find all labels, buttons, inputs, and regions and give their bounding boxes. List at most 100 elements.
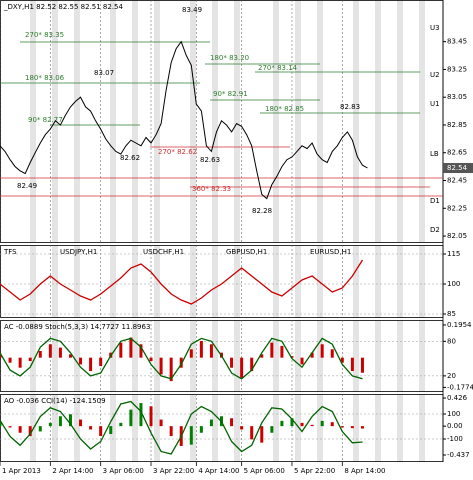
histogram-bar [340, 426, 344, 428]
histogram-bar [58, 347, 62, 358]
histogram-bar [18, 426, 22, 433]
histogram-bar [230, 357, 234, 368]
session-stripe [74, 245, 80, 318]
session-stripe [375, 0, 381, 243]
annotation: 83.49 [182, 6, 202, 14]
histogram-bar [68, 354, 72, 358]
histogram-bar [189, 349, 193, 358]
y-tick-label: 82.85 [447, 121, 467, 129]
panel-subtitle: USDCHF,H1 [143, 248, 184, 256]
panel-title: AO -0.036 CCI(14) -124.1509 [4, 397, 106, 405]
y-tick-label: 115 [447, 250, 460, 258]
y-tick-label: 83.05 [447, 93, 467, 101]
annotation: 180* 83.06 [25, 74, 65, 82]
session-stripe [317, 394, 323, 462]
last-price-box [443, 163, 473, 174]
session-stripe [375, 320, 381, 392]
session-stripe [52, 320, 58, 392]
y-tick-label: 82.45 [447, 177, 467, 185]
session-stripe [353, 320, 359, 392]
annotation: 270* 83.35 [25, 31, 64, 39]
session-stripe [353, 245, 359, 318]
x-tick-label: 3 Apr 22:00 [153, 467, 194, 475]
session-stripe [132, 245, 138, 318]
histogram-bar [28, 426, 32, 437]
session-stripe [234, 245, 240, 318]
histogram-bar [250, 357, 254, 372]
session-stripe [110, 394, 116, 462]
indicator-line [0, 337, 363, 380]
session-stripe [212, 320, 218, 392]
session-stripe [353, 394, 359, 462]
x-tick-label: 3 Apr 06:00 [103, 467, 144, 475]
session-stripe [234, 0, 240, 243]
panel-subtitle: GBPUSD,H1 [226, 248, 267, 256]
panel-title: _DXY,H1 82.52 82.55 82.51 82.54 [3, 3, 124, 11]
session-stripe [375, 394, 381, 462]
session-stripe [30, 245, 36, 318]
session-stripe [132, 394, 138, 462]
session-stripe [212, 0, 218, 243]
histogram-bar [310, 424, 314, 427]
y2-tick-label: -0.437 [447, 451, 470, 459]
annotation: 180* 83.20 [210, 54, 249, 62]
histogram-bar [68, 414, 72, 427]
session-stripe [74, 0, 80, 243]
x-tick-label: 8 Apr 14:00 [344, 467, 385, 475]
histogram-bar [270, 342, 274, 358]
histogram-bar [119, 342, 123, 358]
session-stripe [273, 394, 279, 462]
histogram-bar [129, 337, 133, 358]
histogram-bar [240, 357, 244, 378]
indicator-line [0, 259, 364, 305]
band-label: D1 [430, 197, 440, 205]
histogram-bar [330, 422, 334, 427]
y2-tick-label: 0.426 [447, 394, 468, 402]
histogram-bar [99, 426, 103, 437]
x-tick-label: 5 Apr 06:00 [244, 467, 285, 475]
histogram-bar [350, 357, 354, 372]
histogram-bar [250, 426, 254, 440]
panel-title: TFS [3, 248, 17, 256]
histogram-bar [179, 357, 183, 368]
histogram-bar [280, 420, 284, 427]
annotation: 360* 82.33 [192, 185, 231, 193]
band-label: U3 [430, 24, 440, 32]
histogram-bar [28, 357, 32, 362]
session-stripe [30, 0, 36, 243]
session-stripe [110, 320, 116, 392]
panel-subtitle: USDJPY,H1 [60, 248, 97, 256]
annotation: 82.49 [17, 182, 37, 190]
session-stripe [212, 394, 218, 462]
histogram-bar [119, 422, 123, 427]
panel-title: AC -0.0889 Stoch(5,3,3) 14.7727 11.8963 [4, 323, 150, 331]
annotation: 180* 82.85 [265, 105, 304, 113]
histogram-bar [360, 357, 364, 373]
histogram-bar [18, 357, 22, 368]
histogram-bar [270, 426, 274, 433]
session-stripe [295, 245, 301, 318]
histogram-bar [0, 354, 2, 358]
session-stripe [397, 245, 403, 318]
histogram-bar [89, 426, 93, 430]
x-tick-label: 1 Apr 2013 [2, 467, 41, 475]
session-stripe [317, 0, 323, 243]
y-tick-label: 20 [447, 372, 456, 380]
histogram-bar [58, 416, 62, 427]
band-label: LB [430, 150, 439, 158]
histogram-bar [320, 344, 324, 358]
session-stripe [110, 0, 116, 243]
histogram-bar [199, 340, 203, 358]
annotation: 270* 83.14 [258, 64, 298, 72]
histogram-bar [310, 352, 314, 358]
histogram-bar [260, 426, 264, 443]
y-tick-label: 85 [447, 310, 456, 318]
histogram-bar [230, 418, 234, 427]
session-stripe [212, 245, 218, 318]
histogram-bar [209, 344, 213, 358]
session-stripe [154, 245, 160, 318]
session-stripe [52, 394, 58, 462]
session-stripe [273, 320, 279, 392]
histogram-bar [290, 356, 294, 358]
